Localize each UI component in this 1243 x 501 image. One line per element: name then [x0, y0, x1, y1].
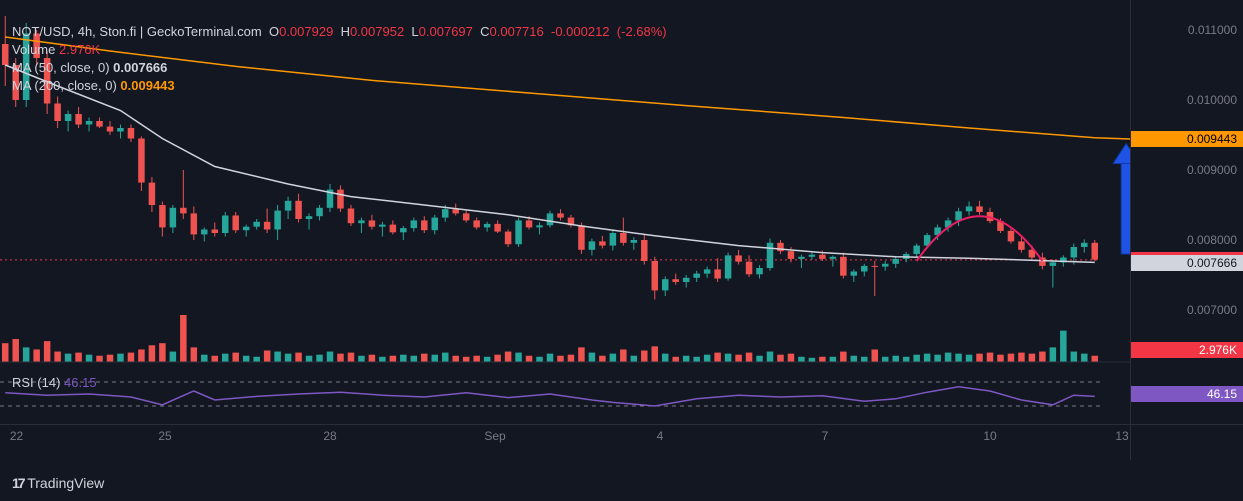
chart-svg	[0, 0, 1130, 424]
time-tick: 13	[1115, 429, 1128, 443]
chart-title-row: NOT/USD, 4h, Ston.fi | GeckoTerminal.com…	[12, 24, 667, 39]
price-tick: 0.010000	[1187, 93, 1237, 107]
price-tick: 0.007000	[1187, 303, 1237, 317]
chart-area[interactable]: NOT/USD, 4h, Ston.fi | GeckoTerminal.com…	[0, 0, 1130, 460]
price-tick: 0.008000	[1187, 233, 1237, 247]
volume-legend: Volume 2.976K	[12, 42, 100, 57]
time-tick: 22	[10, 429, 23, 443]
time-tick: Sep	[484, 429, 505, 443]
price-tag-orange: 0.009443	[1131, 131, 1243, 147]
symbol-title[interactable]: NOT/USD, 4h, Ston.fi | GeckoTerminal.com	[12, 24, 262, 39]
ma200-legend: MA (200, close, 0) 0.009443	[12, 78, 175, 93]
time-tick: 28	[323, 429, 336, 443]
tv-icon: 17	[12, 475, 24, 491]
time-tick: 25	[158, 429, 171, 443]
price-tag-red: 2.976K	[1131, 342, 1243, 358]
time-tick: 4	[657, 429, 664, 443]
time-tick: 7	[822, 429, 829, 443]
time-tick: 10	[983, 429, 996, 443]
price-tag-white: 0.007666	[1131, 255, 1243, 271]
price-axis[interactable]: 0.011000 0.010000 0.009000 0.008000 0.007000…	[1130, 0, 1243, 460]
ma50-legend: MA (50, close, 0) 0.007666	[12, 60, 167, 75]
price-tick: 0.011000	[1188, 23, 1237, 37]
rsi-legend: RSI (14) 46.15	[12, 375, 97, 390]
time-axis[interactable]: 22 25 28 Sep 4 7 10 13	[0, 424, 1243, 448]
price-tick: 0.009000	[1187, 163, 1237, 177]
tradingview-logo[interactable]: 17 TradingView	[12, 475, 104, 491]
price-tag-purple: 46.15	[1131, 386, 1243, 402]
